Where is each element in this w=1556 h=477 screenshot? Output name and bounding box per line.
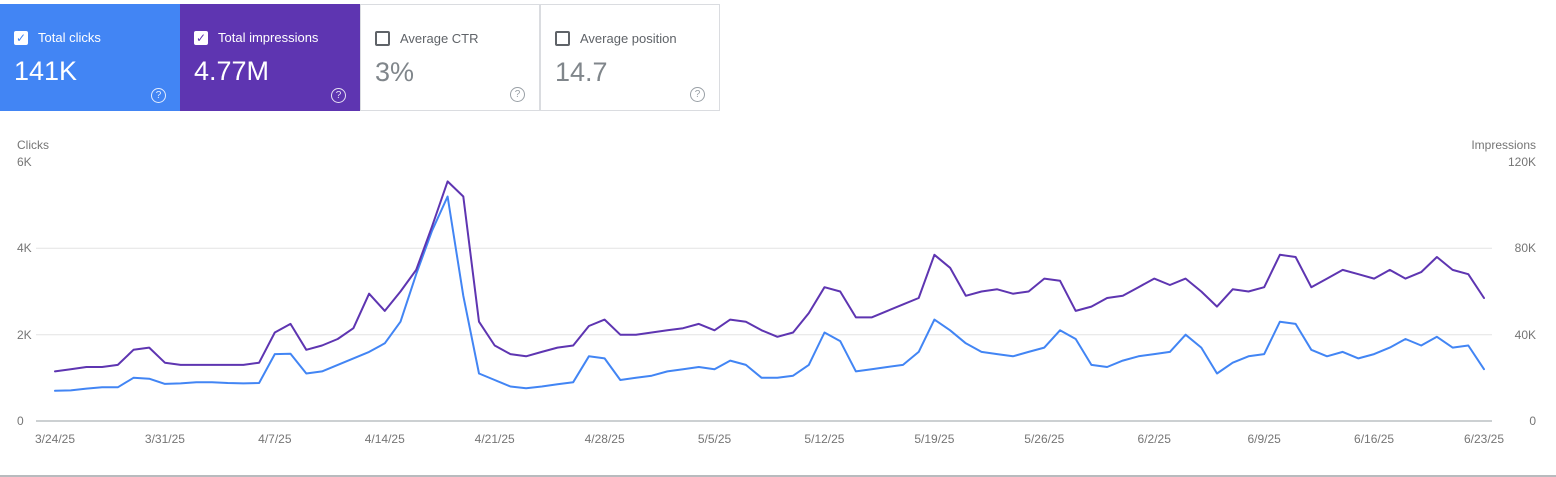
x-axis-tick-label: 3/24/25 <box>34 432 76 446</box>
total-clicks-label: Total clicks <box>38 30 101 45</box>
clicks-line-series <box>54 195 1485 392</box>
left-axis-tick: 6K <box>17 155 32 169</box>
left-axis-title: Clicks <box>17 138 49 152</box>
help-icon[interactable]: ? <box>331 88 346 103</box>
x-axis-tick-label: 6/9/25 <box>1247 432 1281 446</box>
metric-card-average-ctr[interactable]: Average CTR 3% ? <box>360 4 540 111</box>
right-axis-tick: 0 <box>1529 414 1536 428</box>
bottom-divider <box>0 475 1556 477</box>
checkmark-icon: ✓ <box>195 30 207 45</box>
checkmark-icon: ✓ <box>15 30 27 45</box>
card-header: ✓ Total clicks <box>14 30 166 45</box>
x-axis-tick-label: 6/2/25 <box>1137 432 1171 446</box>
total-clicks-checkbox[interactable]: ✓ <box>14 30 28 45</box>
metric-cards: ✓ Total clicks 141K ? ✓ Total impression… <box>0 4 720 111</box>
right-axis-tick: 120K <box>1507 155 1536 169</box>
help-icon[interactable]: ? <box>690 87 705 102</box>
x-axis-tick-label: 4/14/25 <box>364 432 405 446</box>
card-header: Average position <box>555 31 705 46</box>
performance-chart: Clicks Impressions 6K 4K 2K 0 120K 80K 4… <box>0 130 1556 465</box>
average-position-label: Average position <box>580 31 677 46</box>
metric-card-total-impressions[interactable]: ✓ Total impressions 4.77M ? <box>180 4 360 111</box>
x-axis-tick-label: 5/12/25 <box>804 432 845 446</box>
help-icon[interactable]: ? <box>510 87 525 102</box>
x-axis-tick-label: 6/23/25 <box>1463 432 1505 446</box>
x-axis-tick-label: 4/28/25 <box>584 432 625 446</box>
average-position-checkbox[interactable] <box>555 31 570 46</box>
average-ctr-value: 3% <box>375 57 415 87</box>
x-axis-tick-label: 4/7/25 <box>258 432 292 446</box>
total-impressions-checkbox[interactable]: ✓ <box>194 30 208 45</box>
x-axis-tick-label: 5/19/25 <box>914 432 955 446</box>
metric-card-average-position[interactable]: Average position 14.7 ? <box>540 4 720 111</box>
x-axis-labels: 3/24/25 3/31/25 4/7/25 4/14/25 4/21/25 4/28/2… <box>0 432 1556 448</box>
x-axis-tick-label: 4/21/25 <box>474 432 515 446</box>
metric-card-total-clicks[interactable]: ✓ Total clicks 141K ? <box>0 4 180 111</box>
chart-plot-area[interactable] <box>0 130 1556 465</box>
total-impressions-label: Total impressions <box>218 30 319 45</box>
x-axis-tick-label: 3/31/25 <box>144 432 185 446</box>
average-position-value: 14.7 <box>555 57 608 87</box>
right-axis-tick: 80K <box>1514 241 1536 255</box>
total-clicks-value: 141K <box>14 56 78 86</box>
right-axis-tick: 40K <box>1514 328 1536 342</box>
left-axis-tick: 4K <box>17 241 32 255</box>
impressions-line-series <box>54 180 1485 373</box>
left-axis-tick: 0 <box>17 414 24 428</box>
left-axis-tick: 2K <box>17 328 32 342</box>
x-axis-tick-label: 5/5/25 <box>697 432 732 446</box>
x-axis-tick-label: 6/16/25 <box>1354 432 1395 446</box>
average-ctr-checkbox[interactable] <box>375 31 390 46</box>
average-ctr-label: Average CTR <box>400 31 479 46</box>
x-axis-tick-label: 5/26/25 <box>1024 432 1065 446</box>
card-header: ✓ Total impressions <box>194 30 346 45</box>
right-axis-title: Impressions <box>1471 138 1536 152</box>
card-header: Average CTR <box>375 31 525 46</box>
total-impressions-value: 4.77M <box>194 56 270 86</box>
help-icon[interactable]: ? <box>151 88 166 103</box>
